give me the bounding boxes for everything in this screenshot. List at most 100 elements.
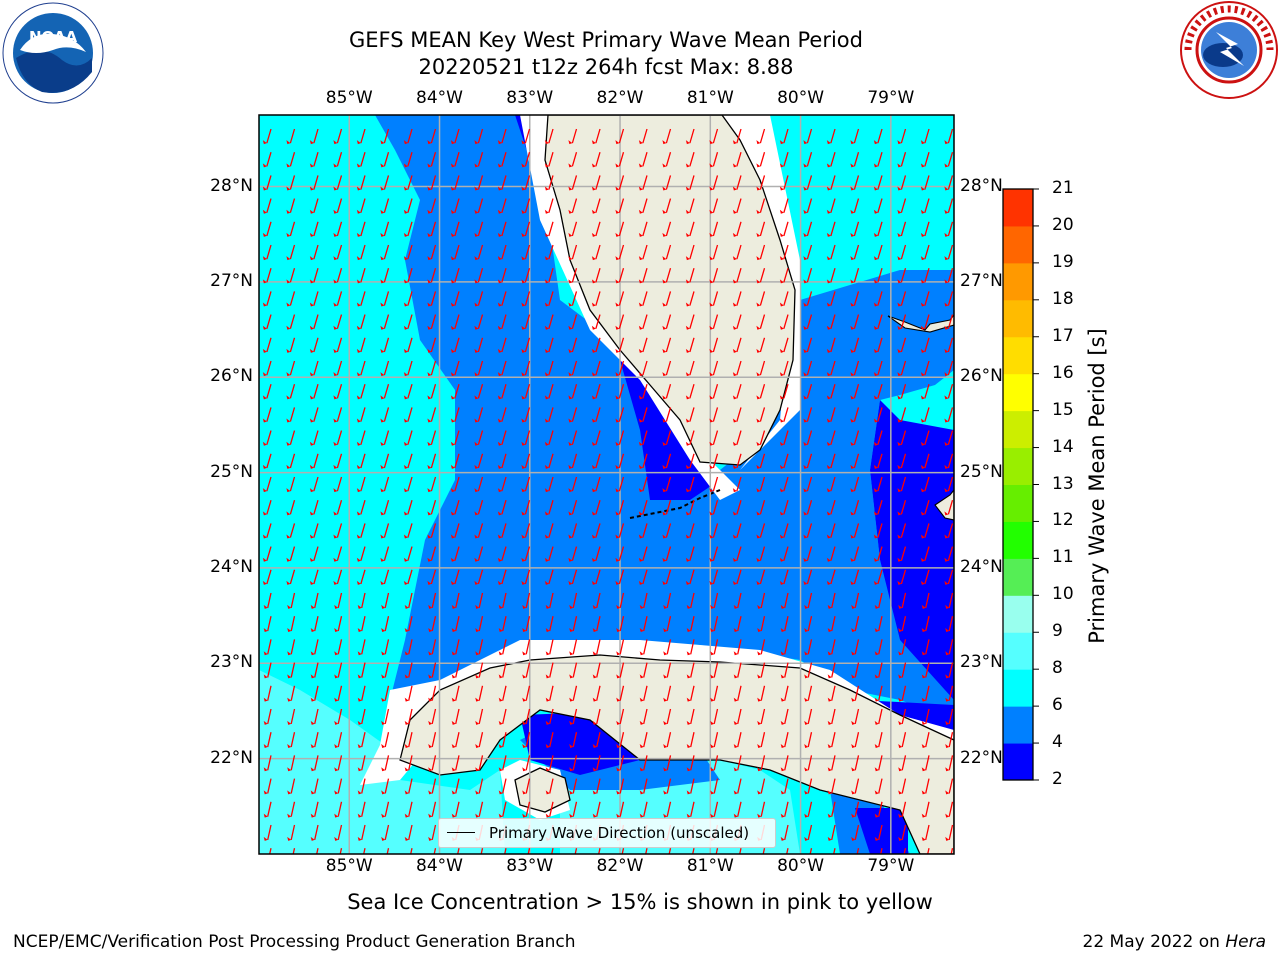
wave-arrow [408, 685, 413, 701]
wave-arrow-head [732, 163, 737, 168]
wave-arrow [525, 801, 531, 817]
wave-arrow-head [920, 279, 925, 284]
wave-arrow-head [756, 302, 761, 307]
wave-arrow-head [873, 511, 878, 516]
wave-arrow-head [898, 744, 903, 749]
wave-arrow [383, 453, 390, 469]
wave-arrow-head [921, 720, 926, 725]
wave-arrow-head [427, 140, 432, 145]
wave-arrow [361, 778, 366, 794]
wave-arrow-head [380, 395, 385, 400]
wave-arrow-head [663, 813, 668, 818]
wave-arrow [924, 128, 930, 144]
wave-arrow [337, 616, 343, 632]
wave-arrow-head [779, 209, 784, 214]
y-tick-left: 24°N [210, 556, 253, 577]
wave-arrow-head [662, 163, 667, 168]
wave-arrow-head [474, 395, 479, 400]
colorbar-tick-label: 15 [1052, 399, 1074, 420]
wave-arrow [408, 778, 413, 794]
wave-arrow [384, 685, 390, 701]
wave-arrow [524, 198, 531, 213]
wave-arrow [501, 453, 507, 469]
wave-arrow [407, 500, 413, 515]
wave-arrow-head [545, 744, 550, 749]
wave-arrow-head [356, 580, 361, 585]
wave-arrow-head [356, 348, 361, 353]
wave-arrow [525, 708, 531, 724]
wave-arrow-head [262, 279, 267, 284]
wave-arrow-head [403, 163, 408, 168]
wave-arrow [783, 221, 789, 237]
wave-arrow-head [497, 534, 502, 539]
wave-arrow-head [263, 674, 268, 679]
wave-arrow [524, 221, 531, 237]
wave-arrow [336, 384, 343, 399]
wave-arrow-head [334, 604, 339, 609]
wave-arrow [642, 546, 648, 561]
wave-arrow [925, 592, 930, 608]
wave-arrow-head [780, 720, 785, 725]
y-tick-right: 25°N [960, 461, 1003, 482]
wave-arrow [665, 569, 672, 585]
wave-arrow [289, 430, 296, 445]
wave-arrow-head [404, 720, 409, 725]
wave-arrow-head [827, 697, 832, 702]
wave-arrow [618, 569, 625, 585]
wave-arrow-head [638, 488, 643, 493]
wave-arrow-head [944, 256, 949, 261]
wave-arrow-head [593, 883, 597, 887]
wave-arrow [548, 221, 554, 237]
wave-arrow-head [685, 232, 690, 237]
wave-arrow-head [591, 441, 596, 446]
wave-arrow [689, 384, 695, 399]
wave-arrow [900, 360, 907, 376]
wave-arrow-head [851, 836, 856, 841]
wave-arrow-head [779, 488, 784, 493]
wave-arrow [760, 755, 766, 771]
wave-arrow-head [568, 186, 573, 191]
wave-arrow [501, 337, 507, 353]
wave-arrow [900, 291, 907, 306]
wave-arrow [430, 476, 437, 492]
wave-arrow-head [920, 372, 925, 377]
wave-arrow-head [333, 534, 338, 539]
wave-arrow-head [851, 790, 856, 795]
wave-arrow-head [873, 186, 878, 191]
wave-arrow [408, 755, 413, 771]
wave-arrow [407, 360, 413, 376]
wave-arrow [548, 198, 554, 213]
wave-arrow [454, 314, 460, 329]
wave-arrow-head [897, 302, 902, 307]
wave-arrow-head [427, 511, 432, 516]
wave-arrow [383, 546, 390, 561]
wave-arrow-head [333, 186, 338, 191]
wave-arrow [360, 546, 366, 561]
wave-arrow-head [309, 464, 314, 469]
wave-arrow-head [944, 209, 949, 214]
wave-arrow [807, 755, 813, 771]
wave-arrow [571, 128, 578, 144]
wave-arrow [900, 569, 907, 585]
wave-arrow-head [404, 790, 409, 795]
wave-arrow-head [945, 604, 950, 609]
wave-arrow [853, 221, 860, 237]
wave-arrow [360, 360, 366, 376]
wave-arrow-head [850, 372, 855, 377]
wave-arrow [901, 662, 907, 678]
wave-arrow [314, 639, 319, 655]
colorbar-segment [1003, 189, 1033, 227]
wave-arrow-head [615, 140, 620, 145]
wave-arrow [665, 291, 672, 306]
wave-arrow-head [945, 860, 949, 864]
wave-arrow [948, 616, 954, 632]
wave-arrow [759, 314, 766, 329]
wave-arrow-head [264, 860, 268, 864]
wave-arrow [360, 291, 366, 306]
wave-arrow [713, 685, 719, 701]
wave-arrow [384, 755, 390, 771]
wave-arrow [524, 244, 531, 260]
wave-arrow [407, 198, 413, 213]
wave-arrow [949, 871, 952, 886]
wave-arrow [642, 360, 648, 376]
